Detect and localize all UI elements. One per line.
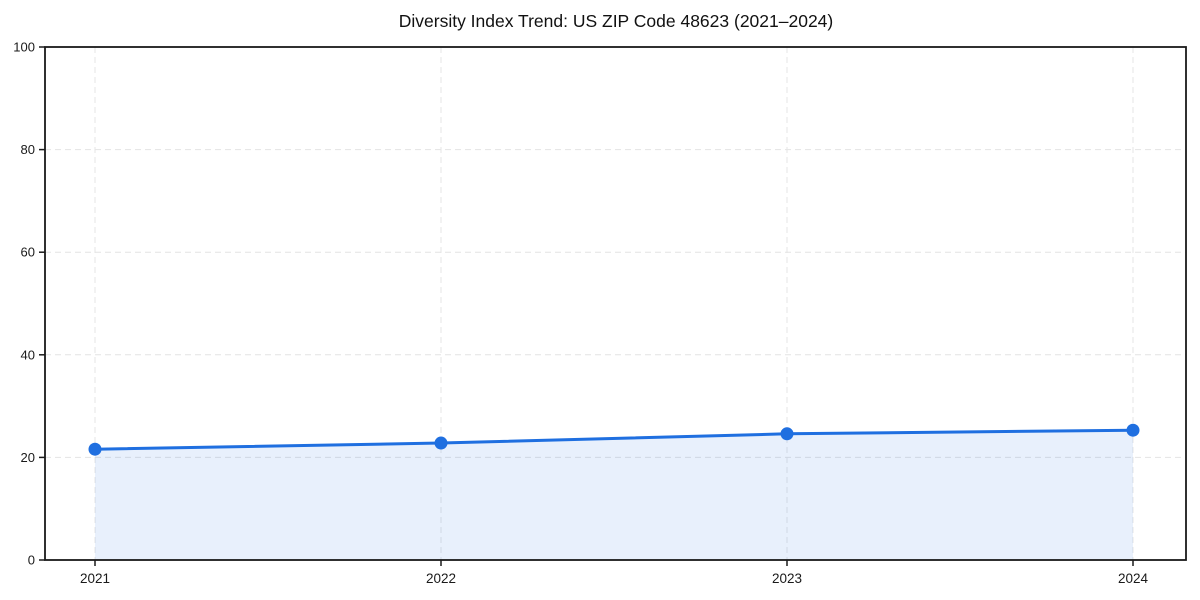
x-tick-label: 2023 [772,571,802,586]
trend-line [93,428,1135,451]
y-tick-label: 0 [28,553,35,568]
x-tick-label: 2024 [1118,571,1149,586]
data-point [88,442,102,456]
plot-border [44,46,1187,561]
y-tick-label: 100 [13,40,35,55]
plot-area: 0 20 40 60 80 100 2021 2022 2023 2024 [13,40,1187,586]
data-point [780,427,794,441]
area-fill [95,430,1133,560]
y-tick-label: 40 [21,347,35,362]
data-point [1126,423,1140,437]
chart-title: Diversity Index Trend: US ZIP Code 48623… [399,11,834,31]
y-tick-label: 60 [21,245,35,260]
x-tick-label: 2021 [80,571,110,586]
y-tick-label: 80 [21,142,35,157]
data-point [434,436,448,450]
y-tick-label: 20 [21,450,35,465]
x-tick-label: 2022 [426,571,456,586]
